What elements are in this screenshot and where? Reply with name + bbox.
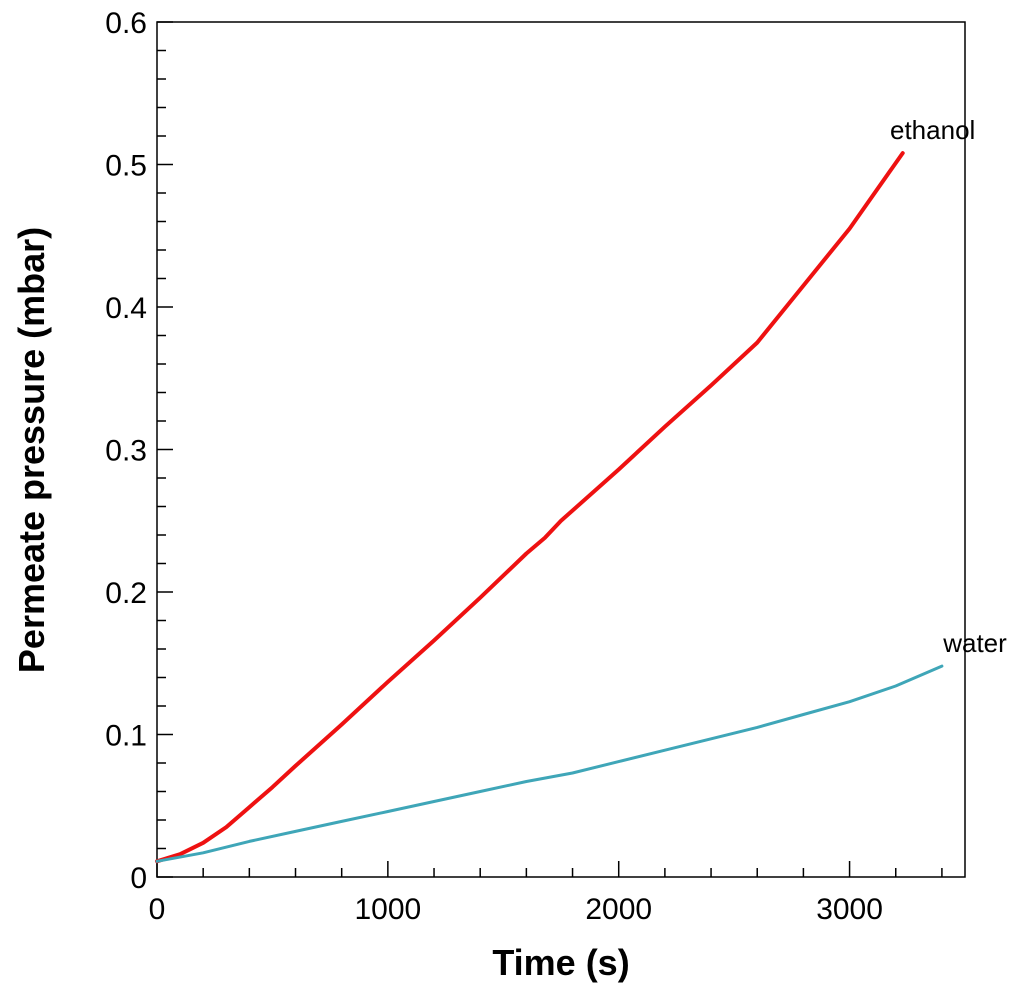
y-tick-label: 0: [130, 862, 147, 895]
series-label-water: water: [942, 628, 1007, 658]
x-tick-label: 2000: [585, 893, 652, 926]
series-lines: [155, 151, 944, 864]
series-line-water: [155, 664, 944, 863]
y-axis-title: Permeate pressure (mbar): [11, 227, 52, 673]
y-tick-label: 0.5: [105, 150, 147, 183]
y-axis-ticks: 0 0.1 0.2 0.3 0.4 0.5 0.6: [105, 7, 173, 895]
x-axis-title: Time (s): [492, 942, 629, 983]
x-tick-label: 0: [149, 893, 166, 926]
plot-border: [156, 21, 966, 878]
series-label-ethanol: ethanol: [890, 115, 975, 145]
x-axis-ticks: 0 1000 2000 3000: [149, 861, 943, 926]
y-tick-label: 0.4: [105, 292, 147, 325]
y-tick-label: 0.1: [105, 720, 147, 753]
plot-frame: [156, 21, 966, 878]
y-tick-label: 0.6: [105, 7, 147, 40]
y-tick-label: 0.2: [105, 577, 147, 610]
y-tick-label: 0.3: [105, 435, 147, 468]
series-labels: ethanol water: [890, 115, 1007, 658]
x-tick-label: 1000: [354, 893, 421, 926]
x-tick-label: 3000: [816, 893, 883, 926]
series-line-ethanol: [155, 151, 905, 864]
